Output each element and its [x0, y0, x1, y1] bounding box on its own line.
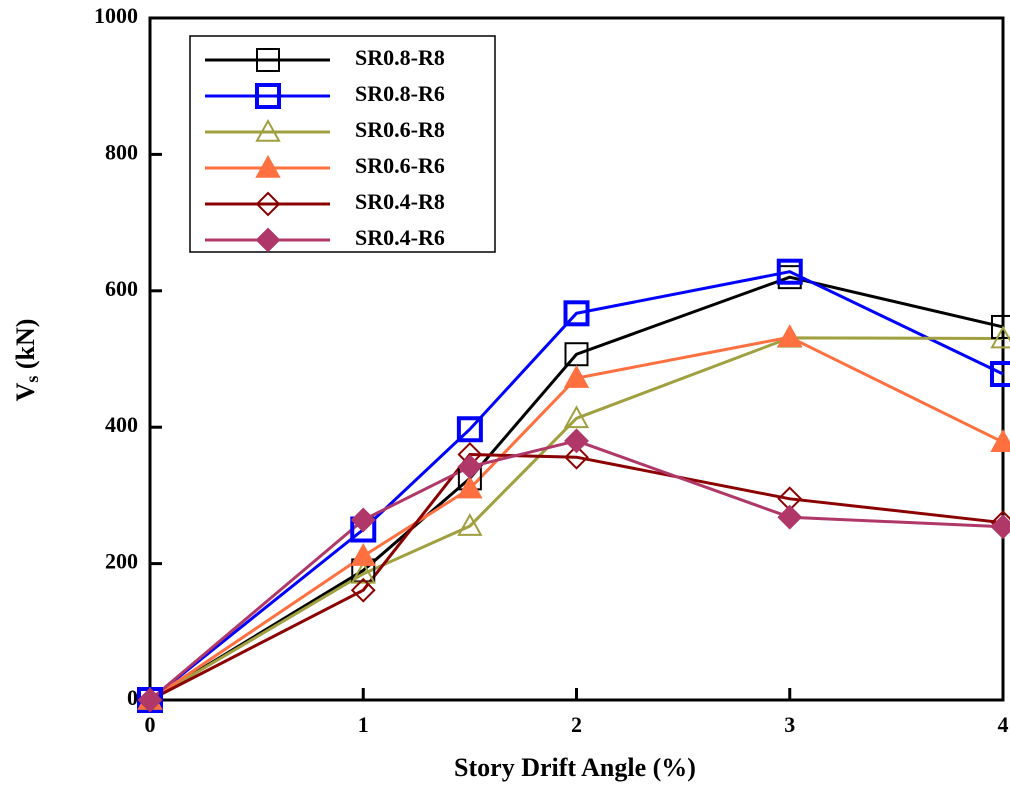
- legend-label: SR0.8-R8: [355, 45, 445, 70]
- marker: [457, 513, 483, 536]
- y-tick-label: 600: [105, 276, 138, 301]
- marker: [564, 428, 589, 454]
- x-tick-label: 4: [998, 712, 1009, 737]
- y-tick-label: 800: [105, 139, 138, 164]
- marker: [255, 118, 281, 142]
- marker: [776, 258, 803, 285]
- legend-label: SR0.6-R6: [355, 153, 445, 178]
- y-tick-label: 0: [127, 685, 138, 710]
- marker: [990, 429, 1010, 453]
- series-line: [149, 452, 1004, 702]
- legend-label: SR0.4-R8: [355, 189, 445, 214]
- series-line: [149, 270, 1004, 702]
- y-axis-title-sub: s: [22, 376, 42, 383]
- marker: [457, 454, 483, 480]
- marker: [563, 405, 590, 429]
- marker: [255, 83, 281, 109]
- marker: [990, 325, 1010, 349]
- legend-label: SR0.4-R6: [355, 225, 445, 250]
- y-axis-title-main: V: [11, 382, 40, 401]
- marker: [350, 507, 376, 533]
- legend-label: SR0.8-R6: [355, 81, 445, 106]
- marker: [457, 475, 483, 499]
- marker: [255, 154, 281, 178]
- series-line: [149, 336, 1004, 702]
- series-line: [149, 275, 1004, 702]
- marker: [777, 504, 803, 530]
- x-tick-label: 1: [358, 712, 369, 737]
- legend-box: [189, 35, 496, 253]
- marker: [255, 227, 281, 253]
- marker: [137, 687, 163, 713]
- series-line: [149, 335, 1004, 702]
- y-axis-title-unit: (kN): [11, 319, 40, 376]
- y-axis-title: Vs (kN): [11, 319, 42, 402]
- x-tick-label: 2: [571, 712, 582, 737]
- y-tick-label: 1000: [94, 3, 138, 28]
- y-tick-label: 200: [105, 549, 138, 574]
- marker: [350, 577, 376, 603]
- x-tick-label: 0: [145, 712, 156, 737]
- marker: [456, 416, 483, 443]
- marker: [563, 365, 590, 388]
- marker: [350, 560, 376, 584]
- marker: [256, 48, 280, 72]
- y-tick-label: 400: [105, 412, 138, 437]
- series-line: [149, 439, 1004, 702]
- x-axis-title: Story Drift Angle (%): [454, 753, 696, 782]
- marker: [563, 300, 590, 327]
- marker: [255, 191, 281, 217]
- legend-label: SR0.6-R8: [355, 117, 445, 142]
- marker: [990, 361, 1010, 388]
- marker: [777, 324, 803, 347]
- marker: [350, 543, 376, 566]
- x-tick-label: 3: [784, 712, 795, 737]
- marker: [990, 514, 1010, 540]
- marker: [564, 444, 589, 470]
- marker: [991, 314, 1010, 339]
